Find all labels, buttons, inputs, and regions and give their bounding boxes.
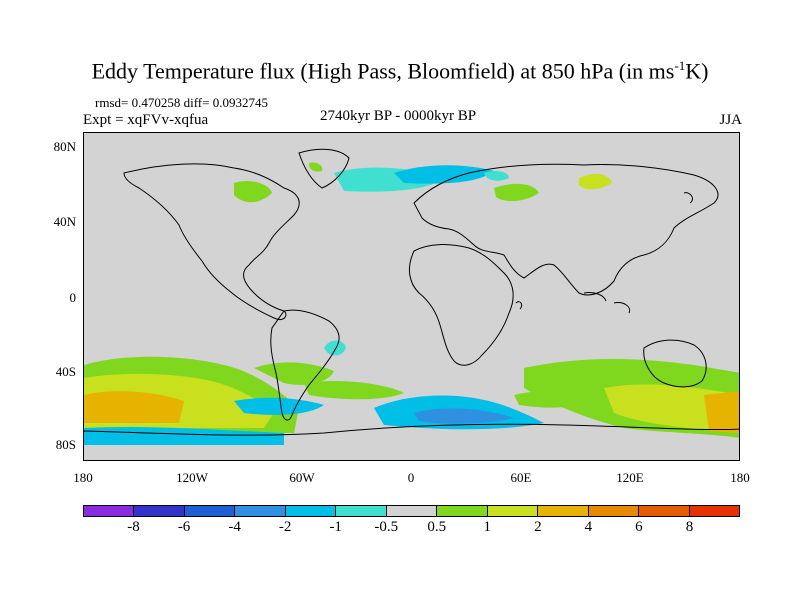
lat-tick-80n: 80N: [53, 139, 76, 154]
colorbar-level-label: -0.5: [374, 519, 399, 535]
lon-tick-120e: 120E: [616, 470, 644, 485]
lon-tick-120w: 120W: [176, 470, 208, 485]
colorbar-swatch: [285, 506, 337, 516]
anomaly-region: [84, 391, 184, 423]
coastline-south-america: [270, 309, 340, 421]
coastline-north-america: [123, 163, 300, 321]
lat-tick-0: 0: [69, 290, 77, 305]
lon-tick-60e: 60E: [510, 470, 532, 485]
lon-tick-180e: 180: [730, 470, 750, 485]
colorbar-swatch: [639, 506, 690, 516]
colorbar-level-label: 0.5: [427, 519, 447, 535]
anomaly-region: [484, 170, 509, 181]
lat-tick-40n: 40N: [53, 214, 76, 229]
season-label: JJA: [719, 112, 742, 128]
anomaly-region: [579, 173, 612, 190]
period-label: 2740kyr BP - 0000kyr BP: [320, 108, 477, 124]
experiment-label: Expt = xqFVv-xqfua: [83, 112, 209, 128]
colorbar-level-label: -2: [278, 519, 292, 535]
anomaly-region: [234, 181, 272, 203]
colorbar-level-label: -8: [127, 519, 140, 535]
colorbar: [83, 505, 740, 517]
coastline-layer: [84, 148, 739, 436]
anomaly-fill-layer: [84, 162, 739, 445]
colorbar-swatch: [134, 506, 185, 516]
coastline-eurasia: [413, 163, 719, 296]
colorbar-swatch: [386, 506, 438, 516]
colorbar-level-label: -4: [228, 519, 241, 535]
colorbar-swatch: [588, 506, 640, 516]
anomaly-region: [394, 165, 494, 184]
coastline-africa: [408, 244, 514, 366]
colorbar-level-label: -1: [329, 519, 342, 535]
lon-tick-60w: 60W: [289, 470, 315, 485]
lat-tick-80s: 80S: [55, 437, 76, 452]
colorbar-swatch: [336, 506, 387, 516]
anomaly-region: [704, 391, 739, 433]
colorbar-level-label: 1: [483, 519, 492, 535]
colorbar-level-label: 8: [685, 519, 694, 535]
colorbar-swatch: [235, 506, 286, 516]
map-plot-area: [83, 132, 740, 461]
chart-title: Eddy Temperature flux (High Pass, Bloomf…: [91, 58, 709, 84]
colorbar-level-label: 4: [584, 519, 593, 535]
anomaly-region: [304, 381, 404, 400]
anomaly-region: [234, 397, 324, 415]
lon-tick-0: 0: [407, 470, 415, 485]
coastline-antarctica: [84, 423, 739, 436]
lon-tick-180w: 180: [73, 470, 93, 485]
coastline-islands: [515, 192, 693, 314]
coastline-greenland: [298, 148, 350, 189]
colorbar-level-label: 6: [635, 519, 643, 535]
coastline-australia: [643, 339, 707, 388]
colorbar-swatch: [487, 506, 539, 516]
colorbar-swatch: [689, 506, 740, 516]
lat-tick-40s: 40S: [55, 364, 76, 379]
anomaly-region: [308, 162, 323, 172]
colorbar-swatch: [184, 506, 236, 516]
anomaly-region: [324, 340, 346, 356]
anomaly-region: [414, 408, 514, 424]
colorbar-swatch: [84, 506, 135, 516]
anomaly-region: [514, 391, 589, 408]
rmsd-diff-stats: rmsd= 0.470258 diff= 0.0932745: [95, 95, 268, 110]
map-svg: [84, 148, 739, 445]
colorbar-level-label: 2: [534, 519, 542, 535]
colorbar-swatch: [538, 506, 589, 516]
colorbar-swatch: [437, 506, 488, 516]
anomaly-region: [494, 183, 539, 202]
anomaly-region: [84, 426, 284, 445]
colorbar-level-label: -6: [177, 519, 191, 535]
